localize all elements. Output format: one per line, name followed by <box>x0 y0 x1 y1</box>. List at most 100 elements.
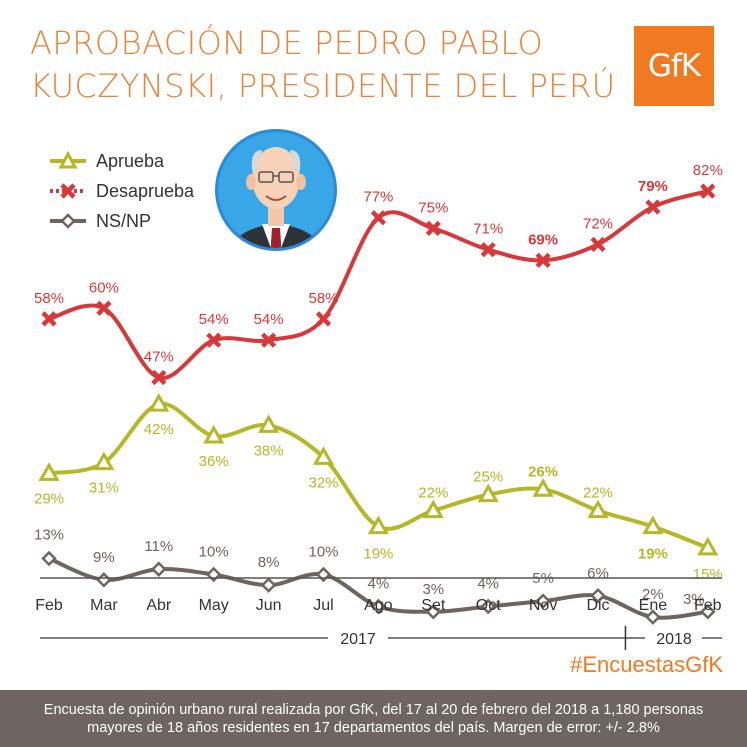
data-label-desaprueba: 54% <box>199 311 229 328</box>
point-desaprueba <box>261 332 277 348</box>
data-label-ns-np: 11% <box>144 538 173 555</box>
data-label-aprueba: 42% <box>144 421 174 438</box>
line-chart: 29% 31% 42% 36% 38% 32% 19% 22% 25% 26% 22% 19% 15% 5… <box>34 129 723 650</box>
data-label-ns-np: 4% <box>477 575 499 592</box>
data-label-desaprueba: 69% <box>528 231 558 248</box>
point-desaprueba <box>645 199 661 215</box>
point-ns-np <box>645 609 661 625</box>
data-label-ns-np: 3% <box>683 591 705 608</box>
point-aprueba <box>203 425 225 444</box>
data-label-ns-np: 4% <box>368 575 390 592</box>
data-label-ns-np: 10% <box>199 544 229 561</box>
data-label-desaprueba: 58% <box>34 290 64 307</box>
data-label-aprueba: 38% <box>254 442 284 459</box>
point-desaprueba <box>700 183 716 199</box>
point-aprueba <box>477 483 499 503</box>
x-tick-label: Jun <box>256 597 282 614</box>
data-label-aprueba: 25% <box>473 469 503 486</box>
x-tick-label: Mar <box>90 597 118 614</box>
legend-item-nsnp: NS/NP <box>48 206 194 236</box>
point-ns-np <box>41 550 57 567</box>
footer-line-1: Encuesta de opinión urbano rural realiza… <box>43 701 704 718</box>
data-label-aprueba: 26% <box>528 463 558 480</box>
point-desaprueba <box>151 369 167 386</box>
data-label-ns-np: 2% <box>642 586 664 603</box>
x-tick-label: Feb <box>35 597 63 614</box>
data-label-desaprueba: 75% <box>418 199 448 216</box>
title-line-1: APROBACIÓN DE PEDRO PABLO <box>30 24 544 62</box>
point-desaprueba <box>41 311 57 327</box>
x-tick-label: Dic <box>586 597 609 614</box>
data-label-ns-np: 8% <box>258 554 280 571</box>
legend-label-nsnp: NS/NP <box>96 210 152 231</box>
legend-label-aprueba: Aprueba <box>96 150 165 171</box>
x-tick-label: Oct <box>476 597 501 614</box>
point-aprueba <box>532 478 554 497</box>
gfk-logo: GfK <box>634 26 714 106</box>
point-ns-np <box>700 604 716 620</box>
point-aprueba <box>697 536 719 556</box>
chart-title: APROBACIÓN DE PEDRO PABLO KUCZYNSKI, PRE… <box>30 22 615 108</box>
point-aprueba <box>258 414 280 433</box>
x-tick-label: Ene <box>639 597 668 614</box>
data-label-desaprueba: 54% <box>254 311 284 328</box>
data-label-aprueba: 19% <box>638 546 668 563</box>
hashtag: #EncuestasGfK <box>570 652 723 677</box>
x-tick-label: May <box>199 597 229 614</box>
point-ns-np <box>590 588 606 604</box>
x-tick-label: Set <box>421 597 446 614</box>
point-desaprueba <box>206 332 222 348</box>
legend-label-desaprueba: Desaprueba <box>96 180 195 201</box>
point-desaprueba <box>425 220 441 236</box>
point-desaprueba <box>315 311 332 327</box>
data-label-desaprueba: 77% <box>363 189 393 206</box>
point-desaprueba <box>590 236 606 252</box>
point-aprueba <box>148 393 170 412</box>
year-axis: 2017 2018 <box>40 626 722 650</box>
data-label-desaprueba: 82% <box>693 162 723 179</box>
legend: Aprueba Desaprueba NS/NP <box>48 146 194 236</box>
triangle-marker-icon <box>50 151 86 169</box>
diamond-marker-icon <box>50 213 86 229</box>
data-label-ns-np: 6% <box>587 565 609 582</box>
x-tick-label: Ago <box>364 597 393 614</box>
point-aprueba <box>38 462 60 481</box>
point-aprueba <box>642 515 664 535</box>
point-ns-np <box>370 598 387 615</box>
point-ns-np <box>425 604 442 620</box>
year-label-2018: 2018 <box>656 631 692 648</box>
x-tick-label: Nov <box>529 597 557 614</box>
data-label-ns-np: 10% <box>308 544 338 561</box>
footer-line-2: mayores de 18 años residentes en 17 depa… <box>87 719 660 736</box>
president-portrait <box>215 129 337 251</box>
data-label-aprueba: 19% <box>363 546 393 563</box>
point-desaprueba <box>370 210 386 226</box>
data-label-aprueba: 22% <box>583 485 613 502</box>
x-tick-label: Abr <box>146 597 172 614</box>
data-label-desaprueba: 72% <box>583 215 613 232</box>
data-label-desaprueba: 71% <box>473 221 503 238</box>
data-label-desaprueba: 79% <box>638 178 668 195</box>
data-label-desaprueba: 60% <box>89 279 119 296</box>
data-label-ns-np: 13% <box>34 527 64 544</box>
year-label-2017: 2017 <box>340 631 376 648</box>
legend-item-desaprueba: Desaprueba <box>48 176 194 206</box>
point-aprueba <box>93 451 115 471</box>
point-ns-np <box>96 572 112 588</box>
point-desaprueba <box>96 300 112 316</box>
point-ns-np <box>480 598 496 615</box>
data-label-aprueba: 15% <box>693 566 723 583</box>
data-label-ns-np: 3% <box>422 581 444 598</box>
x-tick-label: Feb <box>694 597 722 614</box>
point-desaprueba <box>535 252 551 268</box>
data-label-desaprueba: 58% <box>308 290 338 307</box>
x-marker-icon <box>50 183 86 199</box>
point-desaprueba <box>480 242 496 258</box>
point-aprueba <box>422 499 444 519</box>
data-label-aprueba: 32% <box>308 474 338 491</box>
x-tick-label: Jul <box>313 597 333 614</box>
data-label-aprueba: 22% <box>418 485 448 502</box>
data-label-aprueba: 36% <box>199 453 229 470</box>
legend-item-aprueba: Aprueba <box>48 146 194 176</box>
point-ns-np <box>260 577 277 593</box>
